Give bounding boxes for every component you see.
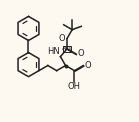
Text: Abs: Abs [62, 46, 72, 51]
Text: O: O [59, 34, 66, 43]
Text: O: O [77, 49, 84, 58]
Text: HN: HN [47, 47, 60, 56]
FancyBboxPatch shape [63, 46, 71, 52]
Text: OH: OH [68, 82, 81, 91]
Text: O: O [85, 61, 91, 70]
